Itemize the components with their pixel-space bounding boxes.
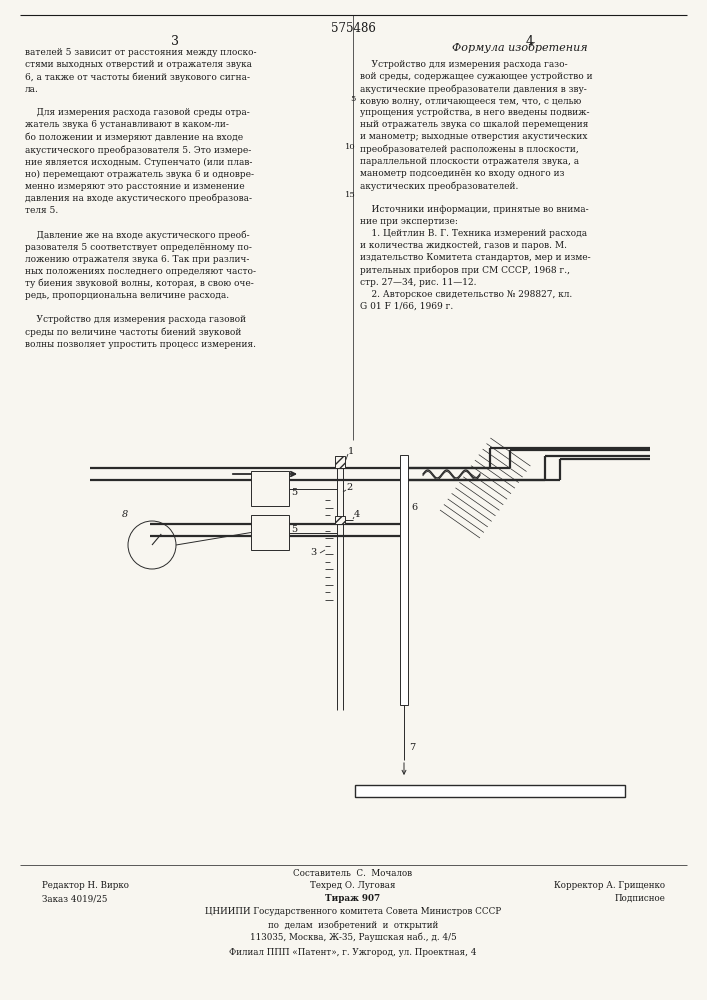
Text: 1: 1 <box>348 447 354 456</box>
Text: 4: 4 <box>526 35 534 48</box>
Text: 2: 2 <box>346 483 352 492</box>
Text: Редактор Н. Вирко: Редактор Н. Вирко <box>42 881 129 890</box>
Text: Филиал ППП «Патент», г. Ужгород, ул. Проектная, 4: Филиал ППП «Патент», г. Ужгород, ул. Про… <box>229 948 477 957</box>
Text: 113035, Москва, Ж-35, Раушская наб., д. 4/5: 113035, Москва, Ж-35, Раушская наб., д. … <box>250 932 456 942</box>
Text: Устройство для измерения расхода газо-
вой среды, содержащее сужающее устройство: Устройство для измерения расхода газо- в… <box>360 60 592 311</box>
Bar <box>251 515 289 550</box>
Text: 4: 4 <box>354 510 361 519</box>
Text: Подписное: Подписное <box>614 894 665 903</box>
Text: ЦНИИПИ Государственного комитета Совета Министров СССР: ЦНИИПИ Государственного комитета Совета … <box>205 907 501 916</box>
Bar <box>335 516 345 524</box>
Text: вателей 5 зависит от расстояния между плоско-
стями выходных отверстий и отражат: вателей 5 зависит от расстояния между пл… <box>25 48 257 349</box>
Text: 5: 5 <box>291 526 297 534</box>
Text: 10: 10 <box>346 143 356 151</box>
Bar <box>355 785 625 797</box>
Bar <box>400 455 408 705</box>
Bar <box>335 456 345 468</box>
Text: 3: 3 <box>310 548 316 557</box>
Text: 5: 5 <box>351 95 356 103</box>
Text: Корректор А. Грищенко: Корректор А. Грищенко <box>554 881 665 890</box>
Text: Составитель  С.  Мочалов: Составитель С. Мочалов <box>293 869 413 878</box>
Text: Заказ 4019/25: Заказ 4019/25 <box>42 894 107 903</box>
Text: Тираж 907: Тираж 907 <box>325 894 380 903</box>
Text: 15: 15 <box>345 191 356 199</box>
Text: 6: 6 <box>411 503 417 512</box>
Text: по  делам  изобретений  и  открытий: по делам изобретений и открытий <box>268 920 438 930</box>
Text: 575486: 575486 <box>331 22 375 35</box>
Text: 7: 7 <box>409 743 415 752</box>
Bar <box>251 471 289 506</box>
Text: Техред О. Луговая: Техред О. Луговая <box>310 881 396 890</box>
Text: Формула изобретения: Формула изобретения <box>452 42 588 53</box>
Text: 8: 8 <box>122 510 128 519</box>
Text: 3: 3 <box>171 35 179 48</box>
Text: 5: 5 <box>291 488 297 497</box>
